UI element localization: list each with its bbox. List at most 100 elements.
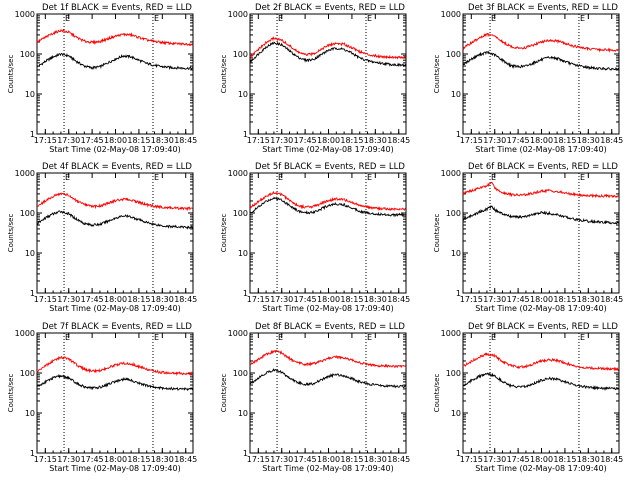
x-tick-label: 17:45 <box>294 136 317 145</box>
y-axis-label: Counts/sec <box>7 214 15 253</box>
x-tick-label: 17:30 <box>483 136 506 145</box>
x-tick-label: 18:30 <box>151 455 174 464</box>
event-marker-label: E <box>580 173 585 182</box>
y-tick-label: 100 <box>20 369 35 378</box>
x-tick-label: 18:15 <box>553 136 576 145</box>
x-tick-label: 18:15 <box>127 455 150 464</box>
y-tick-label: 100 <box>233 50 248 59</box>
panel-title: Det 4f BLACK = Events, RED = LLD <box>42 162 192 172</box>
y-axis-label: Counts/sec <box>7 55 15 94</box>
x-axis-label: Start Time (02-May-08 17:09:40) <box>49 464 180 473</box>
y-tick-label: 10 <box>25 249 35 258</box>
y-tick-label: 1000 <box>15 10 35 19</box>
y-axis-label: Counts/sec <box>220 214 228 253</box>
y-axis-label: Counts/sec <box>433 55 441 94</box>
panel-5: Det 5f BLACK = Events, RED = LLD 1 10 100 10… <box>220 162 410 313</box>
plot-frame <box>36 172 194 294</box>
y-tick-label: 1 <box>30 289 35 298</box>
y-axis-label: Counts/sec <box>220 374 228 413</box>
lld-series-line <box>36 28 194 47</box>
panel-4: Det 4f BLACK = Events, RED = LLD 1 10 100 10… <box>7 162 197 313</box>
plot-frame <box>462 13 620 135</box>
x-tick-label: 17:45 <box>294 455 317 464</box>
lld-series-line <box>462 181 619 199</box>
y-tick-label: 100 <box>446 50 461 59</box>
x-tick-label: 17:30 <box>57 455 80 464</box>
x-tick-label: 18:00 <box>104 295 127 304</box>
x-tick-label: 17:30 <box>57 136 80 145</box>
y-tick-label: 1 <box>456 449 461 458</box>
panel-title: Det 8f BLACK = Events, RED = LLD <box>255 322 405 332</box>
panel-title: Det 6f BLACK = Events, RED = LLD <box>468 162 618 172</box>
y-axis-label: Counts/sec <box>7 374 15 413</box>
event-marker-label: E <box>491 333 496 342</box>
y-axis-label: Counts/sec <box>220 55 228 94</box>
x-tick-label: 18:15 <box>340 455 363 464</box>
x-tick-label: 17:15 <box>460 295 483 304</box>
x-axis-label: Start Time (02-May-08 17:09:40) <box>262 304 393 313</box>
y-tick-label: 100 <box>233 209 248 218</box>
event-marker-label: E <box>65 173 70 182</box>
x-tick-label: 17:15 <box>247 295 270 304</box>
plot-frame <box>249 332 407 454</box>
y-tick-label: 1000 <box>228 10 248 19</box>
x-tick-label: 17:45 <box>81 136 104 145</box>
x-tick-label: 18:45 <box>174 136 197 145</box>
plot-frame <box>249 13 407 135</box>
panel-title: Det 7f BLACK = Events, RED = LLD <box>42 322 192 332</box>
y-tick-label: 100 <box>233 369 248 378</box>
x-tick-label: 17:15 <box>460 136 483 145</box>
x-axis-label: Start Time (02-May-08 17:09:40) <box>49 145 180 154</box>
x-tick-label: 18:30 <box>151 295 174 304</box>
x-tick-label: 17:30 <box>57 295 80 304</box>
x-tick-label: 18:45 <box>600 136 623 145</box>
x-tick-label: 17:15 <box>460 455 483 464</box>
x-tick-label: 18:45 <box>174 455 197 464</box>
x-tick-label: 17:45 <box>81 455 104 464</box>
event-marker-label: E <box>154 173 159 182</box>
x-tick-label: 18:15 <box>340 295 363 304</box>
x-tick-label: 18:30 <box>577 295 600 304</box>
y-tick-label: 1000 <box>15 169 35 178</box>
plot-frame <box>249 172 407 294</box>
x-tick-label: 18:45 <box>600 295 623 304</box>
y-tick-label: 100 <box>446 209 461 218</box>
events-series-line <box>249 41 407 68</box>
event-marker-label: E <box>367 173 372 182</box>
event-marker-label: E <box>278 173 283 182</box>
y-tick-label: 1 <box>243 130 248 139</box>
event-marker-label: E <box>580 333 585 342</box>
event-marker-label: E <box>154 333 159 342</box>
y-tick-label: 1 <box>243 449 248 458</box>
events-series-line <box>36 210 194 230</box>
y-tick-label: 1000 <box>441 169 461 178</box>
plot-frame <box>462 172 620 294</box>
panel-3: Det 3f BLACK = Events, RED = LLD 1 10 100 10… <box>433 3 623 154</box>
y-tick-label: 1 <box>456 289 461 298</box>
y-tick-label: 10 <box>451 249 461 258</box>
x-tick-label: 17:30 <box>483 295 506 304</box>
y-tick-label: 1000 <box>228 169 248 178</box>
y-tick-label: 1000 <box>441 329 461 338</box>
x-tick-label: 18:00 <box>530 295 553 304</box>
x-tick-label: 18:15 <box>127 136 150 145</box>
x-axis-label: Start Time (02-May-08 17:09:40) <box>475 464 606 473</box>
x-tick-label: 17:45 <box>81 295 104 304</box>
x-tick-label: 17:45 <box>294 295 317 304</box>
panel-2: Det 2f BLACK = Events, RED = LLD 1 10 100 10… <box>220 3 410 154</box>
events-series-line <box>36 373 194 392</box>
y-tick-label: 1 <box>30 130 35 139</box>
panel-title: Det 3f BLACK = Events, RED = LLD <box>468 3 618 13</box>
x-tick-label: 18:00 <box>530 136 553 145</box>
events-series-line <box>462 50 620 71</box>
panel-9: Det 9f BLACK = Events, RED = LLD 1 10 100 10… <box>433 322 623 473</box>
x-tick-label: 18:30 <box>577 136 600 145</box>
y-tick-label: 1000 <box>228 329 248 338</box>
lld-series-line <box>462 352 620 372</box>
events-series-line <box>249 196 406 218</box>
lld-series-line <box>36 192 193 212</box>
panel-title: Det 9f BLACK = Events, RED = LLD <box>468 322 618 332</box>
x-tick-label: 18:45 <box>387 295 410 304</box>
x-tick-label: 17:45 <box>507 295 530 304</box>
